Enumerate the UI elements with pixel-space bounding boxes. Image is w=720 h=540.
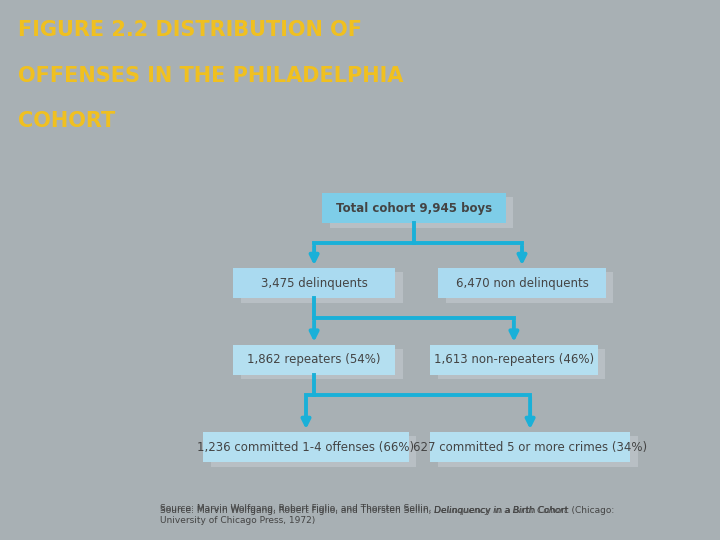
FancyBboxPatch shape <box>446 272 613 302</box>
Text: 627 committed 5 or more crimes (34%): 627 committed 5 or more crimes (34%) <box>413 441 647 454</box>
Text: OFFENSES IN THE PHILADELPHIA: OFFENSES IN THE PHILADELPHIA <box>18 65 403 86</box>
Text: 6,470 non delinquents: 6,470 non delinquents <box>456 276 588 289</box>
FancyBboxPatch shape <box>211 436 416 467</box>
Text: Total cohort 9,945 boys: Total cohort 9,945 boys <box>336 202 492 215</box>
Text: FIGURE 2.2 DISTRIBUTION OF: FIGURE 2.2 DISTRIBUTION OF <box>18 20 362 40</box>
FancyBboxPatch shape <box>431 432 630 462</box>
Text: 1,613 non-repeaters (46%): 1,613 non-repeaters (46%) <box>434 353 594 366</box>
Text: 3,475 delinquents: 3,475 delinquents <box>261 276 367 289</box>
FancyBboxPatch shape <box>438 268 606 298</box>
FancyBboxPatch shape <box>330 198 513 228</box>
Text: COHORT: COHORT <box>18 111 115 131</box>
Text: 1,862 repeaters (54%): 1,862 repeaters (54%) <box>248 353 381 366</box>
FancyBboxPatch shape <box>323 193 505 224</box>
FancyBboxPatch shape <box>240 349 402 379</box>
FancyBboxPatch shape <box>240 272 402 302</box>
FancyBboxPatch shape <box>438 349 606 379</box>
Text: 1,236 committed 1-4 offenses (66%): 1,236 committed 1-4 offenses (66%) <box>197 441 415 454</box>
Text: Source: Marvin Wolfgang, Robert Figlio, and Thorsten Sellin, Delinquency in a Bi: Source: Marvin Wolfgang, Robert Figlio, … <box>160 506 614 525</box>
FancyBboxPatch shape <box>431 345 598 375</box>
FancyBboxPatch shape <box>203 432 409 462</box>
FancyBboxPatch shape <box>438 436 638 467</box>
FancyBboxPatch shape <box>233 268 395 298</box>
Text: Delinquency in a Birth Cohort: Delinquency in a Birth Cohort <box>434 506 568 515</box>
FancyBboxPatch shape <box>233 345 395 375</box>
Text: Source: Marvin Wolfgang, Robert Figlio, and Thorsten Sellin,: Source: Marvin Wolfgang, Robert Figlio, … <box>160 504 434 513</box>
